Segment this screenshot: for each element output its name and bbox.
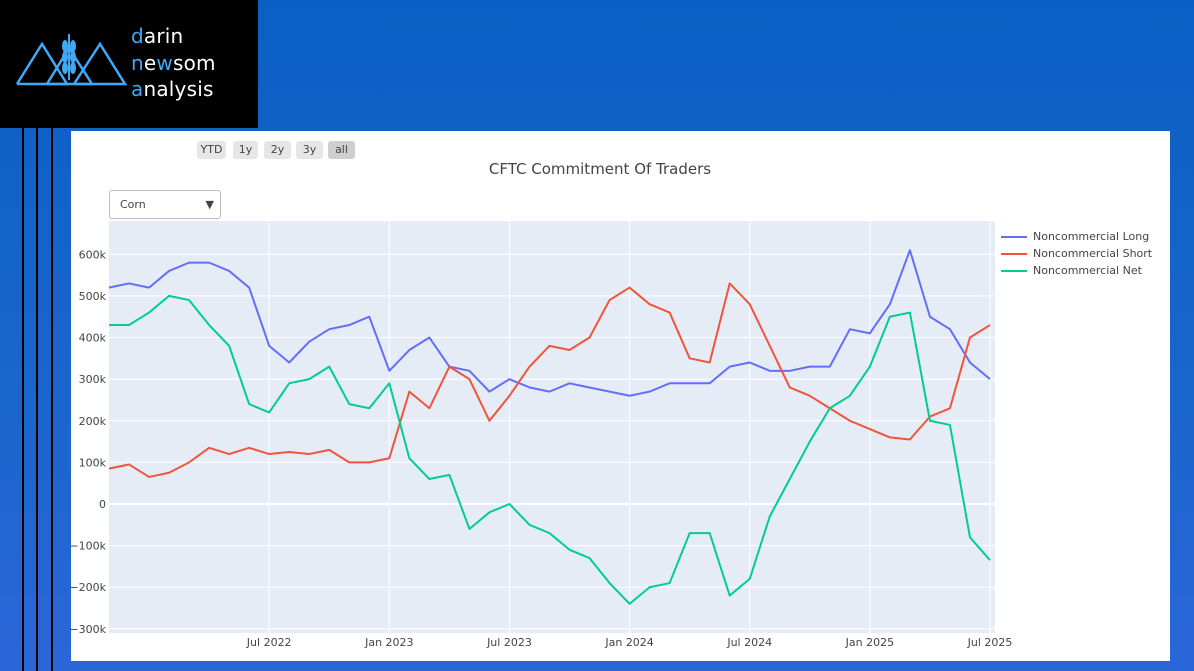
legend-swatch	[1001, 269, 1027, 272]
legend-item-short[interactable]: Noncommercial Short	[1001, 245, 1152, 262]
legend-item-long[interactable]: Noncommercial Long	[1001, 228, 1152, 245]
decorative-bar	[36, 128, 38, 671]
decorative-bar	[51, 128, 53, 671]
mountain-wheat-icon	[15, 34, 128, 86]
logo-wordmark: darin newsom analysis	[131, 24, 216, 101]
y-tick-label: 100k	[79, 456, 107, 469]
x-tick-label: Jan 2024	[604, 636, 653, 649]
x-tick-label: Jul 2024	[726, 636, 772, 649]
legend-swatch	[1001, 235, 1027, 238]
y-tick-label: 0	[99, 498, 106, 511]
range-button-3y[interactable]: 3y	[296, 141, 323, 159]
y-tick-label: 500k	[79, 290, 107, 303]
x-tick-label: Jan 2025	[845, 636, 894, 649]
range-button-ytd[interactable]: YTD	[197, 141, 226, 159]
y-tick-label: 300k	[79, 373, 107, 386]
y-tick-label: −200k	[69, 581, 106, 594]
caret-down-icon: ▼	[205, 198, 214, 211]
commodity-dropdown[interactable]: Corn ▼	[109, 190, 221, 219]
x-tick-label: Jan 2023	[364, 636, 413, 649]
logo-box: darin newsom analysis	[0, 0, 258, 128]
series-line-long	[108, 249, 991, 397]
chart-title: CFTC Commitment Of Traders	[488, 160, 712, 178]
y-tick-label: 200k	[79, 415, 107, 428]
range-button-2y[interactable]: 2y	[264, 141, 291, 159]
dropdown-selected-value: Corn	[120, 198, 146, 211]
y-tick-label: −100k	[69, 540, 106, 553]
y-tick-label: −300k	[69, 623, 106, 636]
y-tick-label: 600k	[79, 248, 107, 261]
plot-area	[109, 221, 995, 633]
x-tick-label: Jul 2025	[967, 636, 1013, 649]
series-line-short	[108, 282, 991, 478]
decorative-bar	[22, 128, 24, 671]
range-button-all[interactable]: all	[328, 141, 355, 159]
series-line-net	[109, 294, 991, 605]
legend-swatch	[1001, 252, 1027, 255]
chart-legend: Noncommercial Long Noncommercial Short N…	[1001, 228, 1152, 279]
x-tick-label: Jul 2022	[246, 636, 292, 649]
range-button-1y[interactable]: 1y	[233, 141, 258, 159]
y-tick-label: 400k	[79, 332, 107, 345]
x-tick-label: Jul 2023	[486, 636, 532, 649]
legend-item-net[interactable]: Noncommercial Net	[1001, 262, 1152, 279]
